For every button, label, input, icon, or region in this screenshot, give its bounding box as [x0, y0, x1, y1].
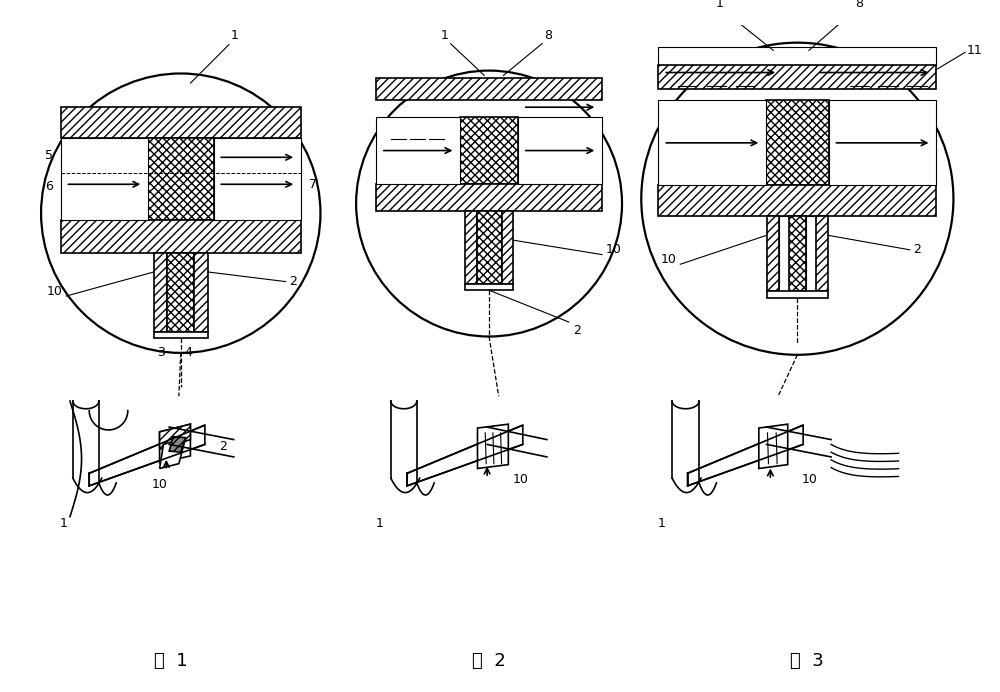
Polygon shape: [759, 424, 788, 468]
FancyBboxPatch shape: [816, 216, 828, 291]
Polygon shape: [160, 424, 190, 463]
Text: 10: 10: [661, 253, 676, 266]
FancyBboxPatch shape: [465, 284, 513, 290]
Text: 4: 4: [185, 346, 192, 359]
FancyBboxPatch shape: [767, 216, 779, 291]
Text: 6: 6: [45, 180, 53, 192]
Text: 3: 3: [157, 346, 165, 359]
FancyBboxPatch shape: [154, 253, 167, 331]
FancyBboxPatch shape: [194, 253, 208, 331]
Polygon shape: [688, 425, 803, 486]
Polygon shape: [169, 437, 186, 452]
Text: 10: 10: [152, 478, 168, 491]
Text: 1: 1: [231, 28, 239, 42]
Polygon shape: [407, 425, 523, 486]
FancyBboxPatch shape: [214, 138, 301, 220]
FancyBboxPatch shape: [465, 211, 477, 284]
Text: 10: 10: [46, 285, 62, 298]
Text: 2: 2: [573, 324, 581, 337]
FancyBboxPatch shape: [779, 216, 789, 291]
Text: 10: 10: [802, 473, 818, 486]
Text: 7: 7: [309, 178, 317, 191]
Polygon shape: [160, 424, 190, 449]
FancyBboxPatch shape: [658, 65, 936, 89]
FancyBboxPatch shape: [658, 48, 936, 65]
FancyBboxPatch shape: [167, 253, 194, 331]
Text: 1: 1: [441, 28, 449, 42]
FancyBboxPatch shape: [148, 138, 214, 220]
Text: 1: 1: [59, 517, 67, 529]
FancyBboxPatch shape: [806, 216, 816, 291]
FancyBboxPatch shape: [658, 185, 936, 216]
Text: 2: 2: [289, 275, 297, 288]
Text: 5: 5: [45, 149, 53, 162]
Text: 1: 1: [715, 0, 723, 10]
Polygon shape: [89, 425, 205, 486]
Text: 图  1: 图 1: [154, 652, 188, 670]
Text: 10: 10: [606, 243, 622, 255]
FancyBboxPatch shape: [766, 100, 829, 185]
FancyBboxPatch shape: [376, 117, 460, 184]
Text: 2: 2: [914, 244, 921, 256]
Text: 图  3: 图 3: [790, 652, 824, 670]
Text: 图  2: 图 2: [472, 652, 506, 670]
FancyBboxPatch shape: [376, 78, 602, 100]
FancyBboxPatch shape: [61, 107, 301, 138]
Text: 1: 1: [657, 517, 665, 529]
Text: 1: 1: [375, 517, 383, 529]
Text: 10: 10: [513, 473, 529, 486]
Polygon shape: [160, 437, 186, 468]
FancyBboxPatch shape: [460, 117, 518, 184]
FancyBboxPatch shape: [789, 216, 806, 291]
Text: 2: 2: [219, 440, 227, 453]
FancyBboxPatch shape: [61, 220, 301, 253]
FancyBboxPatch shape: [502, 211, 513, 284]
FancyBboxPatch shape: [61, 138, 148, 220]
Polygon shape: [478, 424, 508, 468]
FancyBboxPatch shape: [829, 100, 936, 185]
FancyBboxPatch shape: [376, 184, 602, 211]
Text: 11: 11: [967, 44, 983, 57]
FancyBboxPatch shape: [154, 331, 208, 338]
FancyBboxPatch shape: [658, 100, 766, 185]
FancyBboxPatch shape: [477, 211, 502, 284]
FancyBboxPatch shape: [767, 291, 828, 298]
Text: 8: 8: [544, 28, 552, 42]
FancyBboxPatch shape: [518, 117, 602, 184]
Text: 8: 8: [855, 0, 863, 10]
